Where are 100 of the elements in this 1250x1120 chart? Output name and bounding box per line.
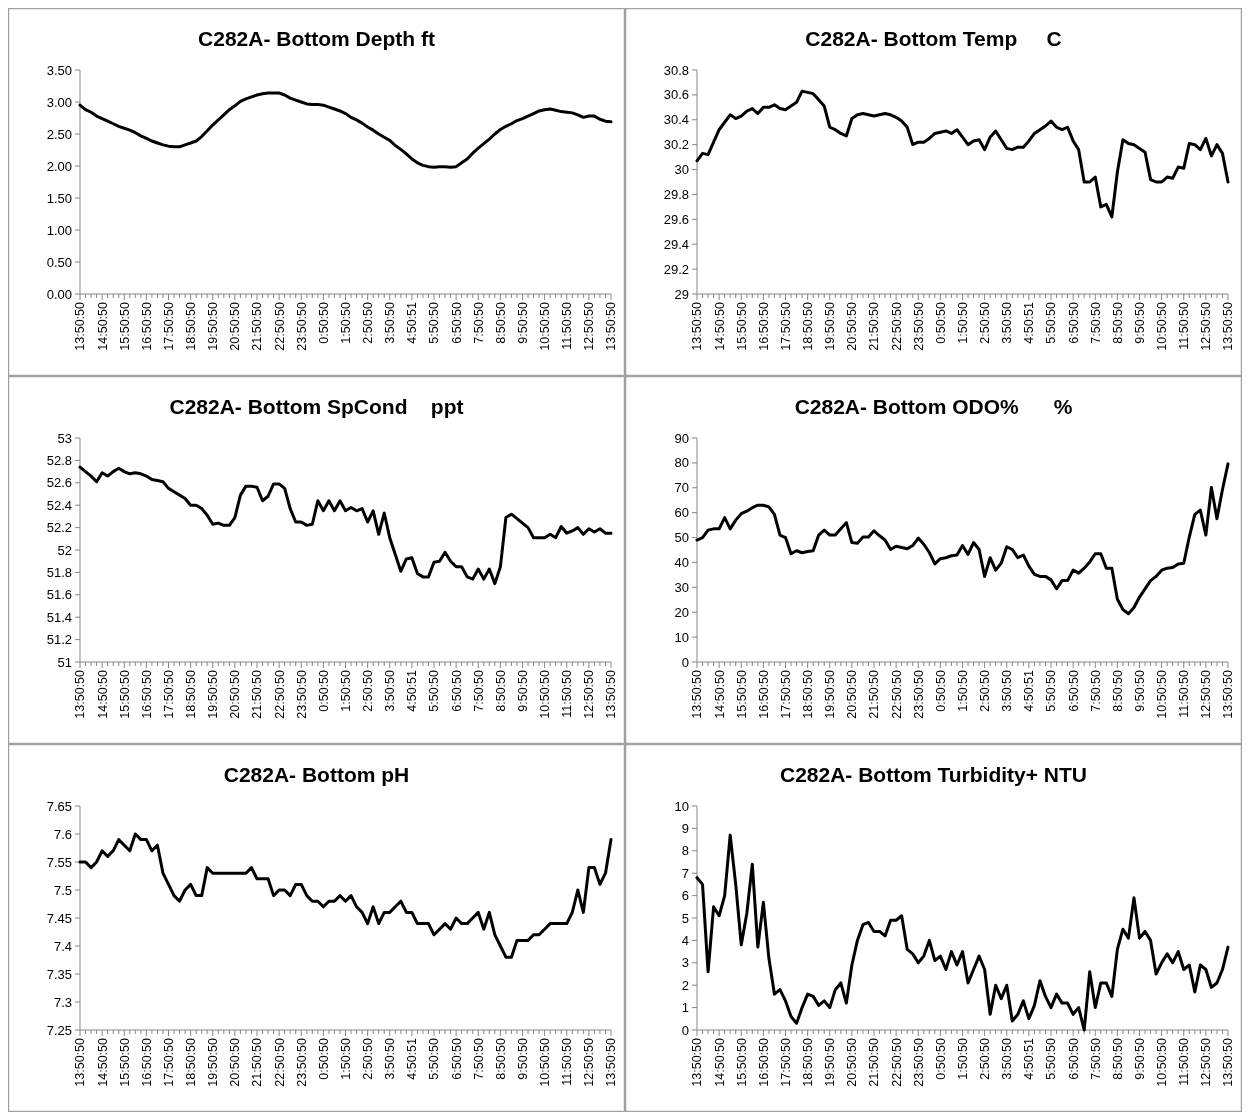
chart-title: C282A- Bottom Turbidity+ NTU — [779, 763, 1088, 786]
line-series — [78, 91, 613, 169]
y-tick-label: 1 — [681, 1000, 689, 1016]
x-tick-label: 6:50:50 — [449, 1037, 464, 1080]
x-tick-label: 7:50:50 — [1088, 1037, 1103, 1080]
x-tick-label: 5:50:50 — [1044, 301, 1059, 344]
y-tick-label: 40 — [674, 554, 689, 570]
line-series — [78, 832, 613, 959]
x-tick-label: 7:50:50 — [1088, 301, 1103, 344]
x-tick-label: 2:50:50 — [978, 669, 992, 712]
x-tick-label: 9:50:50 — [515, 1037, 530, 1080]
x-tick-label: 11:50:50 — [560, 669, 575, 718]
y-tick-label: 30.2 — [663, 137, 689, 153]
x-tick-label: 17:50:50 — [161, 669, 176, 719]
x-tick-label: 12:50:50 — [1199, 669, 1214, 719]
x-tick-label: 13:50:50 — [690, 301, 705, 351]
x-tick-label: 1:50:50 — [955, 301, 970, 344]
y-tick-label: 2.50 — [46, 126, 72, 142]
y-tick-label: 52.6 — [46, 475, 72, 491]
y-tick-label: 7.45 — [46, 910, 72, 926]
y-tick-label: 29.4 — [663, 236, 689, 252]
y-tick-label: 30.4 — [663, 112, 689, 128]
x-tick-label: 18:50:50 — [801, 301, 815, 351]
x-tick-label: 21:50:50 — [250, 1037, 265, 1087]
x-tick-label: 13:50:50 — [604, 301, 619, 351]
x-tick-label: 9:50:50 — [515, 669, 530, 712]
y-tick-label: 30.6 — [663, 87, 689, 103]
y-tick-label: 29 — [674, 286, 689, 302]
y-tick-label: 90 — [674, 430, 689, 446]
y-tick-label: 50 — [674, 530, 689, 546]
x-tick-label: 15:50:50 — [117, 1037, 132, 1087]
x-tick-label: 23:50:50 — [294, 1037, 309, 1087]
x-tick-label: 20:50:50 — [845, 1037, 860, 1087]
x-tick-label: 10:50:50 — [538, 1037, 552, 1087]
x-tick-label: 8:50:50 — [493, 1037, 508, 1080]
x-tick-label: 10:50:50 — [1155, 669, 1169, 719]
x-tick-label: 5:50:50 — [427, 1037, 442, 1080]
x-tick-label: 10:50:50 — [538, 669, 552, 719]
x-tick-label: 19:50:50 — [823, 1037, 838, 1087]
x-tick-label: 16:50:50 — [139, 669, 154, 719]
x-tick-label: 21:50:50 — [250, 301, 265, 351]
y-tick-label: 29.2 — [663, 261, 689, 277]
x-tick-label: 6:50:50 — [1066, 1037, 1081, 1080]
x-tick-label: 5:50:50 — [427, 669, 442, 712]
x-tick-label: 16:50:50 — [139, 301, 154, 351]
y-tick-label: 10 — [674, 798, 689, 814]
x-tick-label: 2:50:50 — [361, 301, 375, 344]
y-tick-label: 52 — [57, 542, 72, 558]
chart-title: C282A- Bottom pH — [223, 763, 410, 786]
x-tick-label: 12:50:50 — [1199, 1037, 1214, 1087]
x-tick-label: 5:50:50 — [427, 301, 442, 344]
y-tick-label: 51.8 — [46, 564, 72, 580]
y-tick-label: 7.35 — [46, 966, 72, 982]
y-tick-label: 30.8 — [663, 62, 689, 78]
x-tick-label: 19:50:50 — [823, 669, 838, 719]
x-tick-label: 14:50:50 — [95, 301, 110, 351]
y-tick-label: 7.3 — [53, 994, 72, 1010]
x-tick-label: 9:50:50 — [1132, 1037, 1147, 1080]
y-tick-label: 20 — [674, 604, 689, 620]
x-tick-label: 14:50:50 — [95, 1037, 110, 1087]
x-tick-label: 22:50:50 — [889, 301, 904, 351]
y-tick-label: 80 — [674, 455, 689, 471]
y-tick-label: 51 — [57, 654, 72, 670]
x-tick-label: 0:50:50 — [316, 669, 331, 712]
y-tick-label: 10 — [674, 629, 689, 645]
y-tick-label: 60 — [674, 505, 689, 521]
x-tick-label: 18:50:50 — [184, 301, 198, 351]
x-tick-label: 11:50:50 — [1177, 1037, 1192, 1086]
x-tick-label: 20:50:50 — [228, 1037, 243, 1087]
x-tick-label: 1:50:50 — [955, 669, 970, 712]
x-tick-label: 5:50:50 — [1044, 1037, 1059, 1080]
x-tick-label: 14:50:50 — [712, 301, 727, 351]
x-tick-label: 13:50:50 — [1221, 1037, 1236, 1087]
y-tick-label: 0.50 — [46, 254, 72, 270]
line-series — [78, 465, 613, 586]
x-tick-label: 11:50:50 — [560, 1037, 575, 1086]
y-tick-label: 7 — [681, 865, 689, 881]
x-tick-label: 12:50:50 — [582, 301, 597, 351]
x-tick-label: 0:50:50 — [316, 1037, 331, 1080]
x-tick-label: 20:50:50 — [845, 301, 860, 351]
x-tick-label: 21:50:50 — [867, 301, 882, 351]
x-tick-label: 8:50:50 — [1110, 301, 1125, 344]
x-tick-label: 5:50:50 — [1044, 669, 1059, 712]
y-tick-label: 52.4 — [46, 497, 72, 513]
x-tick-label: 0:50:50 — [933, 301, 948, 344]
line-series — [695, 89, 1230, 219]
x-tick-label: 3:50:50 — [383, 1037, 398, 1080]
y-tick-label: 7.25 — [46, 1022, 72, 1038]
x-tick-label: 4:50:51 — [405, 301, 420, 344]
y-tick-label: 3.00 — [46, 94, 72, 110]
x-tick-label: 2:50:50 — [978, 301, 992, 344]
x-tick-label: 18:50:50 — [184, 669, 198, 719]
x-tick-label: 0:50:50 — [933, 669, 948, 712]
x-tick-label: 13:50:50 — [73, 301, 88, 351]
x-tick-label: 13:50:50 — [604, 669, 619, 719]
x-tick-label: 2:50:50 — [361, 669, 375, 712]
x-tick-label: 16:50:50 — [756, 1037, 771, 1087]
x-tick-label: 8:50:50 — [493, 669, 508, 712]
x-tick-label: 12:50:50 — [582, 1037, 597, 1087]
y-tick-label: 2.00 — [46, 158, 72, 174]
